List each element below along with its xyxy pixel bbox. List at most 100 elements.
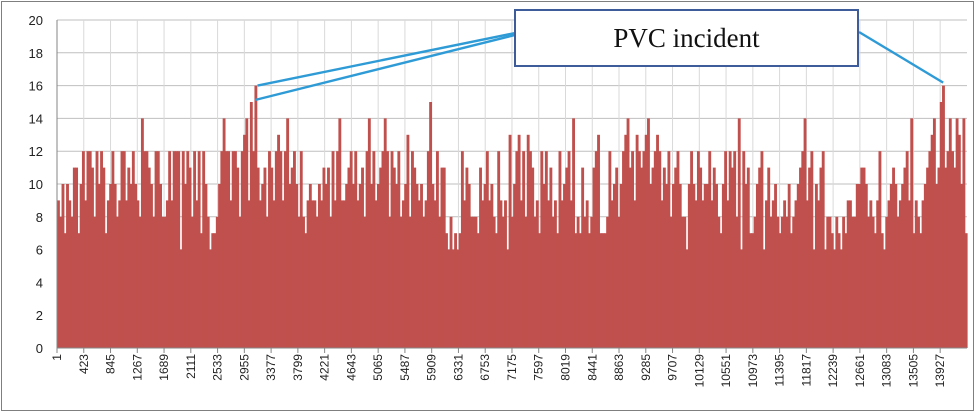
bar	[395, 184, 398, 348]
bar	[737, 118, 741, 349]
bar	[104, 233, 108, 348]
bar	[467, 184, 471, 348]
bar	[159, 184, 162, 348]
bar	[878, 151, 882, 348]
x-tick-label: 8863	[612, 354, 626, 381]
bar	[730, 167, 734, 348]
bar	[848, 200, 852, 348]
bar	[917, 216, 920, 348]
bar	[708, 151, 712, 348]
bar	[551, 216, 555, 348]
bar	[801, 151, 805, 348]
bar	[910, 118, 914, 349]
bar	[637, 151, 641, 348]
bar	[449, 216, 453, 348]
bar	[812, 249, 816, 348]
bar	[619, 184, 623, 348]
bar	[506, 249, 510, 348]
bar	[665, 184, 669, 348]
bar	[163, 216, 167, 348]
bar	[903, 167, 907, 348]
bar	[281, 200, 285, 348]
bar	[256, 167, 260, 348]
bar	[392, 167, 396, 348]
bar	[574, 233, 578, 348]
bar	[928, 151, 932, 348]
bar	[535, 200, 539, 348]
bar	[456, 249, 460, 348]
bar	[515, 151, 519, 348]
x-tick-label: 4221	[318, 354, 332, 381]
bar	[814, 184, 818, 348]
bar	[898, 200, 902, 348]
bar	[683, 216, 687, 348]
bar	[599, 233, 603, 348]
bar	[320, 200, 324, 348]
bar	[454, 233, 458, 348]
callout-pointer-line	[858, 30, 944, 84]
bar	[165, 200, 169, 348]
y-tick-label: 4	[36, 275, 43, 290]
x-tick-label: 10129	[692, 354, 706, 388]
bar	[780, 216, 784, 348]
bar	[136, 200, 140, 348]
bar	[964, 233, 968, 348]
bar	[567, 151, 571, 348]
y-tick-label: 20	[29, 13, 43, 28]
bar	[753, 216, 757, 348]
bar	[962, 118, 966, 349]
bar	[519, 200, 523, 348]
bar	[75, 167, 79, 348]
bar	[283, 151, 287, 348]
bar	[901, 184, 905, 348]
x-tick-label: 13083	[880, 354, 894, 388]
bar	[57, 200, 60, 348]
bar	[606, 216, 610, 348]
bar	[59, 216, 63, 348]
bar	[236, 167, 240, 348]
bar	[129, 184, 133, 348]
bar	[211, 233, 215, 348]
bar	[206, 216, 210, 348]
bar	[758, 167, 762, 348]
bar	[624, 134, 628, 348]
bar	[68, 200, 72, 348]
bar	[585, 200, 589, 348]
bar	[329, 216, 333, 348]
bar	[408, 216, 412, 348]
bar	[272, 200, 276, 348]
bar	[960, 184, 964, 348]
bar	[113, 184, 117, 348]
bar	[529, 151, 532, 348]
bar	[463, 200, 467, 348]
bar	[774, 184, 777, 348]
bar	[540, 151, 544, 348]
bar	[873, 233, 877, 348]
bar	[504, 200, 507, 348]
bar	[653, 151, 657, 348]
bar	[102, 167, 106, 348]
bar	[844, 233, 848, 348]
bar	[254, 85, 258, 348]
bar	[771, 200, 775, 348]
bar	[939, 102, 943, 348]
bar	[426, 151, 430, 348]
bar	[234, 151, 237, 348]
bar	[488, 200, 492, 348]
x-tick-label: 4643	[344, 354, 358, 381]
bar	[470, 216, 473, 348]
bar	[134, 184, 138, 348]
bar	[728, 151, 732, 348]
bar	[152, 216, 156, 348]
bar	[379, 167, 383, 348]
x-tick-label: 6331	[451, 354, 465, 381]
bar	[703, 184, 707, 348]
bar	[631, 151, 635, 348]
bar	[819, 167, 823, 348]
bar	[304, 233, 308, 348]
x-tick-label: 7175	[505, 354, 519, 381]
bar	[499, 200, 503, 348]
bar	[776, 216, 780, 348]
bar	[635, 134, 639, 348]
x-tick-label: 10551	[719, 354, 733, 388]
